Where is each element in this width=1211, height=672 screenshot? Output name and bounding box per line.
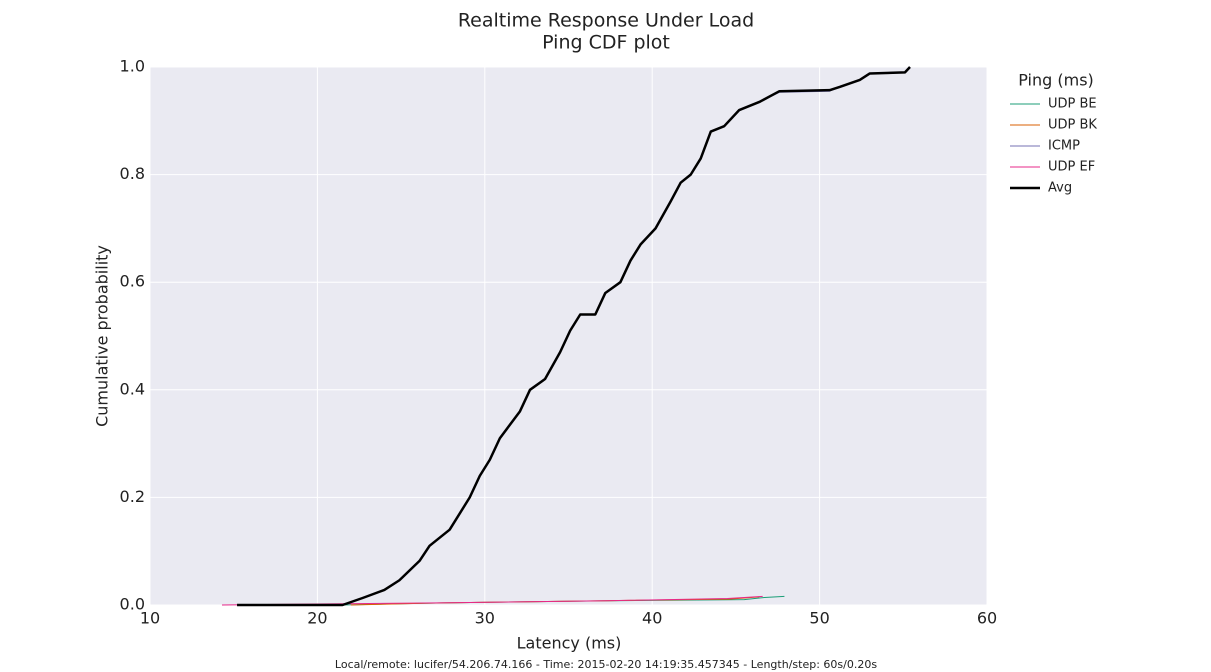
legend-label: Avg — [1048, 181, 1072, 196]
x-tick-label: 10 — [140, 609, 160, 628]
chart-subtitle: Ping CDF plot — [542, 32, 670, 54]
y-tick-label: 0.0 — [120, 595, 145, 614]
y-axis-label: Cumulative probability — [93, 245, 112, 427]
x-tick-label: 20 — [307, 609, 327, 628]
legend-title: Ping (ms) — [1018, 71, 1094, 90]
footer: Local/remote: lucifer/54.206.74.166 - Ti… — [335, 658, 877, 671]
y-tick-label: 0.4 — [120, 379, 145, 398]
y-tick-label: 0.2 — [120, 487, 145, 506]
x-tick-label: 40 — [642, 609, 662, 628]
chart-title: Realtime Response Under Load — [458, 10, 754, 32]
x-tick-label: 30 — [475, 609, 495, 628]
x-tick-label: 60 — [977, 609, 997, 628]
legend-label: ICMP — [1048, 139, 1080, 154]
x-axis-label: Latency (ms) — [517, 634, 622, 653]
series-line — [237, 66, 911, 607]
legend-label: UDP BK — [1048, 118, 1097, 133]
legend-label: UDP EF — [1048, 160, 1095, 175]
y-tick-label: 0.6 — [120, 272, 145, 291]
y-tick-label: 1.0 — [120, 57, 145, 76]
x-tick-label: 50 — [809, 609, 829, 628]
legend-label: UDP BE — [1048, 97, 1097, 112]
y-tick-label: 0.8 — [120, 164, 145, 183]
series-line — [221, 595, 763, 606]
